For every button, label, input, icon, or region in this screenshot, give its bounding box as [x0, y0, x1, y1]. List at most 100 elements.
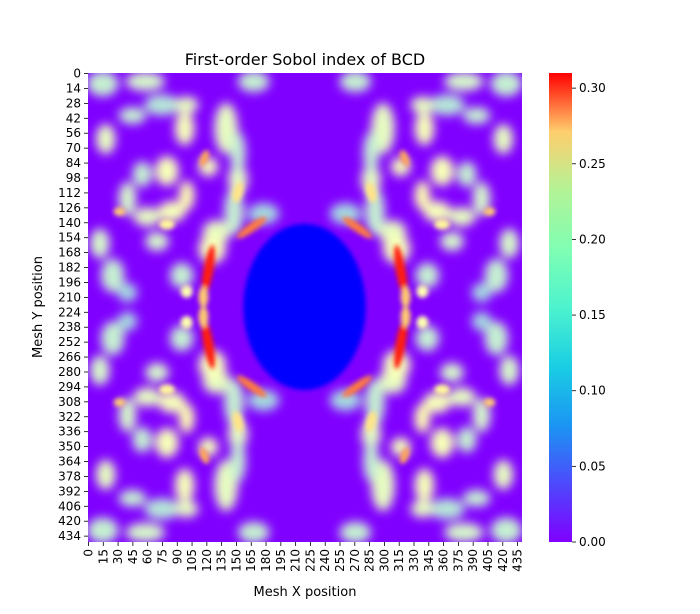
y-tick-label: 210	[58, 290, 81, 304]
heatmap-region	[158, 200, 186, 223]
y-tick-label: 294	[58, 380, 81, 394]
y-axis-label: Mesh Y position	[31, 256, 46, 358]
colorbar: 0.00 0.05 0.10 0.15 0.20 0.25 0.30	[549, 73, 606, 549]
heatmap-region	[493, 459, 514, 490]
x-tick-label: 30	[111, 549, 125, 564]
heatmap-region	[414, 111, 435, 146]
heatmap-region	[178, 403, 195, 434]
heatmap-region	[237, 521, 270, 542]
x-tick-label: 435	[511, 549, 525, 572]
x-tick-label: 90	[170, 549, 184, 564]
heatmap-region	[169, 325, 194, 352]
heatmap-region	[88, 73, 119, 97]
heatmap-region	[145, 362, 169, 383]
x-tick-label: 420	[496, 549, 510, 572]
heatmap-hotspot	[399, 150, 410, 167]
heatmap-region	[118, 107, 147, 125]
y-tick-label: 196	[58, 275, 81, 289]
x-tick-label: 240	[318, 549, 332, 572]
y-tick-label: 406	[58, 499, 81, 513]
heatmap-region	[339, 521, 372, 542]
heatmap-hotspot	[198, 286, 209, 308]
heatmap-region	[132, 426, 153, 453]
heatmap-region	[363, 439, 379, 483]
y-tick-label: 14	[66, 81, 81, 95]
heatmap-hotspot	[399, 447, 410, 464]
x-tick-label: 375	[451, 549, 465, 572]
heatmap-region	[414, 403, 431, 434]
x-tick-label: 150	[229, 549, 243, 572]
heatmap-region	[339, 73, 372, 93]
x-tick-label: 135	[215, 549, 229, 572]
heatmap-region	[247, 389, 280, 411]
x-tick-label: 195	[274, 549, 288, 572]
heatmap-hotspot	[180, 316, 193, 329]
heatmap-hotspot	[113, 207, 126, 216]
heatmap-region	[125, 522, 165, 542]
heatmap-region	[429, 498, 465, 520]
colorbar-tick-label: 0.25	[579, 157, 606, 171]
colorbar-ticks: 0.00 0.05 0.10 0.15 0.20 0.25 0.30	[572, 81, 606, 549]
heatmap-hotspot	[434, 219, 450, 230]
y-tick-label: 392	[58, 484, 81, 498]
heatmap-region	[133, 207, 161, 227]
x-tick-label: 165	[244, 549, 258, 572]
x-tick-label: 405	[481, 549, 495, 572]
heatmap-hotspot	[394, 318, 408, 369]
x-axis-label: Mesh X position	[254, 585, 357, 600]
x-tick-label: 255	[333, 549, 347, 572]
y-tick-label: 224	[58, 305, 81, 319]
heatmap-hotspot	[201, 318, 215, 369]
colorbar-tick-label: 0.20	[579, 232, 606, 246]
y-tick-label: 280	[58, 365, 81, 379]
heatmap-region	[484, 321, 509, 356]
y-tick-label: 0	[73, 67, 81, 81]
x-tick-label: 390	[466, 549, 480, 572]
y-tick-label: 42	[66, 111, 81, 125]
heatmap-hotspot	[365, 411, 377, 432]
heatmap-region	[456, 161, 477, 188]
x-tick-label: 105	[185, 549, 199, 572]
heatmap-hotspot	[113, 398, 126, 407]
colorbar-tick-label: 0.00	[579, 535, 606, 549]
heatmap-low-region	[243, 223, 366, 391]
heatmap-region	[444, 73, 484, 92]
heatmap-region	[144, 498, 180, 520]
heatmap-hotspot	[236, 216, 267, 239]
heatmap-region	[158, 391, 186, 414]
heatmap-region	[448, 387, 476, 407]
heatmap-region	[415, 325, 440, 352]
heatmap-hotspot	[416, 316, 429, 329]
y-tick-label: 98	[66, 171, 81, 185]
x-tick-label: 45	[126, 549, 140, 564]
colorbar-tick-label: 0.05	[579, 459, 606, 473]
y-tick-label: 252	[58, 335, 81, 349]
heatmap-area	[88, 73, 522, 542]
x-tick-label: 210	[289, 549, 303, 572]
heatmap-region	[329, 389, 362, 411]
heatmap-hotspot	[159, 219, 175, 230]
heatmap-hotspot	[232, 411, 244, 432]
y-tick-label: 420	[58, 514, 81, 528]
heatmap-region	[145, 231, 169, 252]
y-tick-label: 182	[58, 261, 81, 275]
y-axis-ticks: 0142842567084981121261401541681821962102…	[58, 67, 88, 543]
heatmap-region	[484, 258, 509, 293]
heatmap-region	[95, 124, 116, 155]
heatmap-region	[462, 107, 491, 125]
heatmap-hotspot	[483, 398, 496, 407]
heatmap-hotspot	[483, 207, 496, 216]
heatmap-region	[415, 262, 440, 289]
heatmap-region	[132, 161, 153, 188]
heatmap-region	[237, 73, 270, 93]
heatmap-hotspot	[199, 150, 210, 167]
heatmap-region	[178, 180, 195, 211]
heatmap-region	[440, 231, 464, 252]
x-axis-ticks: 0 15 30 45 60 75 90 105 120 135 150 165 180 195 210 225…	[81, 542, 525, 572]
heatmap-region	[125, 73, 165, 92]
heatmap-region	[100, 258, 125, 293]
heatmap-region	[429, 94, 465, 116]
y-tick-label: 126	[58, 201, 81, 215]
